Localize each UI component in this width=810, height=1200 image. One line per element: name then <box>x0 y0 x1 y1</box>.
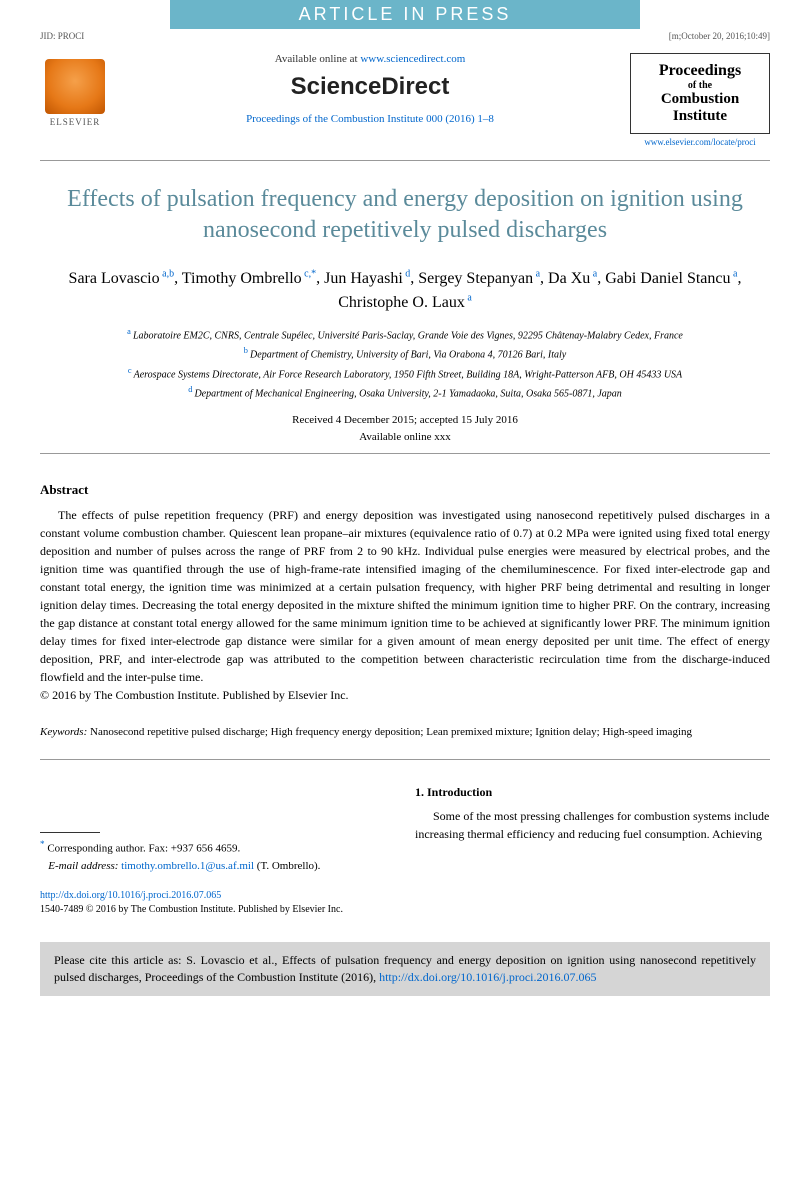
author-affiliation-sup: a <box>465 293 472 304</box>
dates-block: Received 4 December 2015; accepted 15 Ju… <box>0 412 810 445</box>
introduction-heading: 1. Introduction <box>415 783 770 801</box>
author: Sara Lovascio a,b <box>69 270 175 287</box>
abstract-heading: Abstract <box>40 482 770 498</box>
center-header: Available online at www.sciencedirect.co… <box>110 53 630 125</box>
doi-section: http://dx.doi.org/10.1016/j.proci.2016.0… <box>0 884 810 932</box>
author-affiliation-sup: a <box>533 268 540 279</box>
author: Christophe O. Laux a <box>338 294 472 311</box>
sciencedirect-logo-text: ScienceDirect <box>120 73 620 101</box>
journal-title-box: Proceedings of the Combustion Institute <box>630 53 770 134</box>
journal-box-line2: of the <box>637 80 763 91</box>
elsevier-logo-block: ELSEVIER <box>40 53 110 133</box>
sciencedirect-url-link[interactable]: www.sciencedirect.com <box>360 53 465 65</box>
jid-label: JID: PROCI <box>40 31 84 41</box>
article-title: Effects of pulsation frequency and energ… <box>0 169 810 261</box>
elsevier-text: ELSEVIER <box>50 117 101 127</box>
header-row: ELSEVIER Available online at www.science… <box>0 43 810 152</box>
elsevier-tree-icon <box>45 59 105 114</box>
header-divider <box>40 160 770 161</box>
available-online-date: Available online xxx <box>0 429 810 446</box>
available-prefix: Available online at <box>275 53 361 65</box>
doi-link[interactable]: http://dx.doi.org/10.1016/j.proci.2016.0… <box>40 890 221 901</box>
keywords-label: Keywords: <box>40 726 87 738</box>
email-label: E-mail address: <box>48 860 121 872</box>
corresponding-author-note: * Corresponding author. Fax: +937 656 46… <box>40 838 395 857</box>
article-in-press-banner: ARTICLE IN PRESS <box>170 0 640 29</box>
affiliation-sup: b <box>244 346 250 355</box>
top-metadata-row: JID: PROCI [m;October 20, 2016;10:49] <box>0 29 810 43</box>
abstract-text: The effects of pulse repetition frequenc… <box>40 506 770 686</box>
affiliation: a Laboratoire EM2C, CNRS, Centrale Supél… <box>60 325 750 344</box>
journal-reference-link[interactable]: Proceedings of the Combustion Institute … <box>120 113 620 125</box>
author: Sergey Stepanyan a <box>418 270 540 287</box>
keywords-block: Keywords: Nanosecond repetitive pulsed d… <box>0 714 810 751</box>
email-line: E-mail address: timothy.ombrello.1@us.af… <box>40 858 395 875</box>
keywords-text: Nanosecond repetitive pulsed discharge; … <box>87 726 692 738</box>
introduction-column: 1. Introduction Some of the most pressin… <box>415 783 770 874</box>
affiliation: d Department of Mechanical Engineering, … <box>60 383 750 402</box>
corresponding-email-link[interactable]: timothy.ombrello.1@us.af.mil <box>121 860 254 872</box>
received-accepted-dates: Received 4 December 2015; accepted 15 Ju… <box>0 412 810 429</box>
author-affiliation-sup: c,* <box>302 268 316 279</box>
affiliation-sup: a <box>127 327 133 336</box>
corresponding-author-column: * Corresponding author. Fax: +937 656 46… <box>40 783 395 874</box>
affiliation: b Department of Chemistry, University of… <box>60 344 750 363</box>
introduction-text: Some of the most pressing challenges for… <box>415 807 770 843</box>
author-affiliation-sup: a <box>590 268 597 279</box>
author: Da Xu a <box>548 270 597 287</box>
author-affiliation-sup: a,b <box>160 268 174 279</box>
journal-box-line1: Proceedings <box>637 62 763 80</box>
author-affiliation-sup: a <box>731 268 738 279</box>
elsevier-logo[interactable]: ELSEVIER <box>40 53 110 133</box>
author: Gabi Daniel Stancu a <box>605 270 737 287</box>
citation-box: Please cite this article as: S. Lovascio… <box>40 942 770 996</box>
authors-list: Sara Lovascio a,b, Timothy Ombrello c,*,… <box>0 261 810 325</box>
author: Jun Hayashi d <box>324 270 410 287</box>
author: Timothy Ombrello c,* <box>182 270 316 287</box>
bottom-two-columns: * Corresponding author. Fax: +937 656 46… <box>0 768 810 884</box>
post-keywords-divider <box>40 759 770 760</box>
journal-url-link[interactable]: www.elsevier.com/locate/proci <box>630 137 770 147</box>
abstract-section: Abstract The effects of pulse repetition… <box>0 462 810 714</box>
timestamp-label: [m;October 20, 2016;10:49] <box>669 31 770 41</box>
email-suffix: (T. Ombrello). <box>254 860 320 872</box>
pre-abstract-divider <box>40 453 770 454</box>
affiliation-sup: d <box>188 385 194 394</box>
journal-box-line3: Combustion <box>637 91 763 108</box>
affiliation-sup: c <box>128 366 134 375</box>
affiliations-list: a Laboratoire EM2C, CNRS, Centrale Supél… <box>0 325 810 402</box>
affiliation: c Aerospace Systems Directorate, Air For… <box>60 364 750 383</box>
corresponding-text: Corresponding author. Fax: +937 656 4659… <box>45 843 241 855</box>
author-affiliation-sup: d <box>403 268 411 279</box>
available-online-text: Available online at www.sciencedirect.co… <box>120 53 620 65</box>
journal-box-wrapper: Proceedings of the Combustion Institute … <box>630 53 770 147</box>
journal-box-line4: Institute <box>637 108 763 125</box>
citation-doi-link[interactable]: http://dx.doi.org/10.1016/j.proci.2016.0… <box>379 970 596 984</box>
issn-copyright: 1540-7489 © 2016 by The Combustion Insti… <box>40 903 770 917</box>
abstract-copyright: © 2016 by The Combustion Institute. Publ… <box>40 686 770 704</box>
